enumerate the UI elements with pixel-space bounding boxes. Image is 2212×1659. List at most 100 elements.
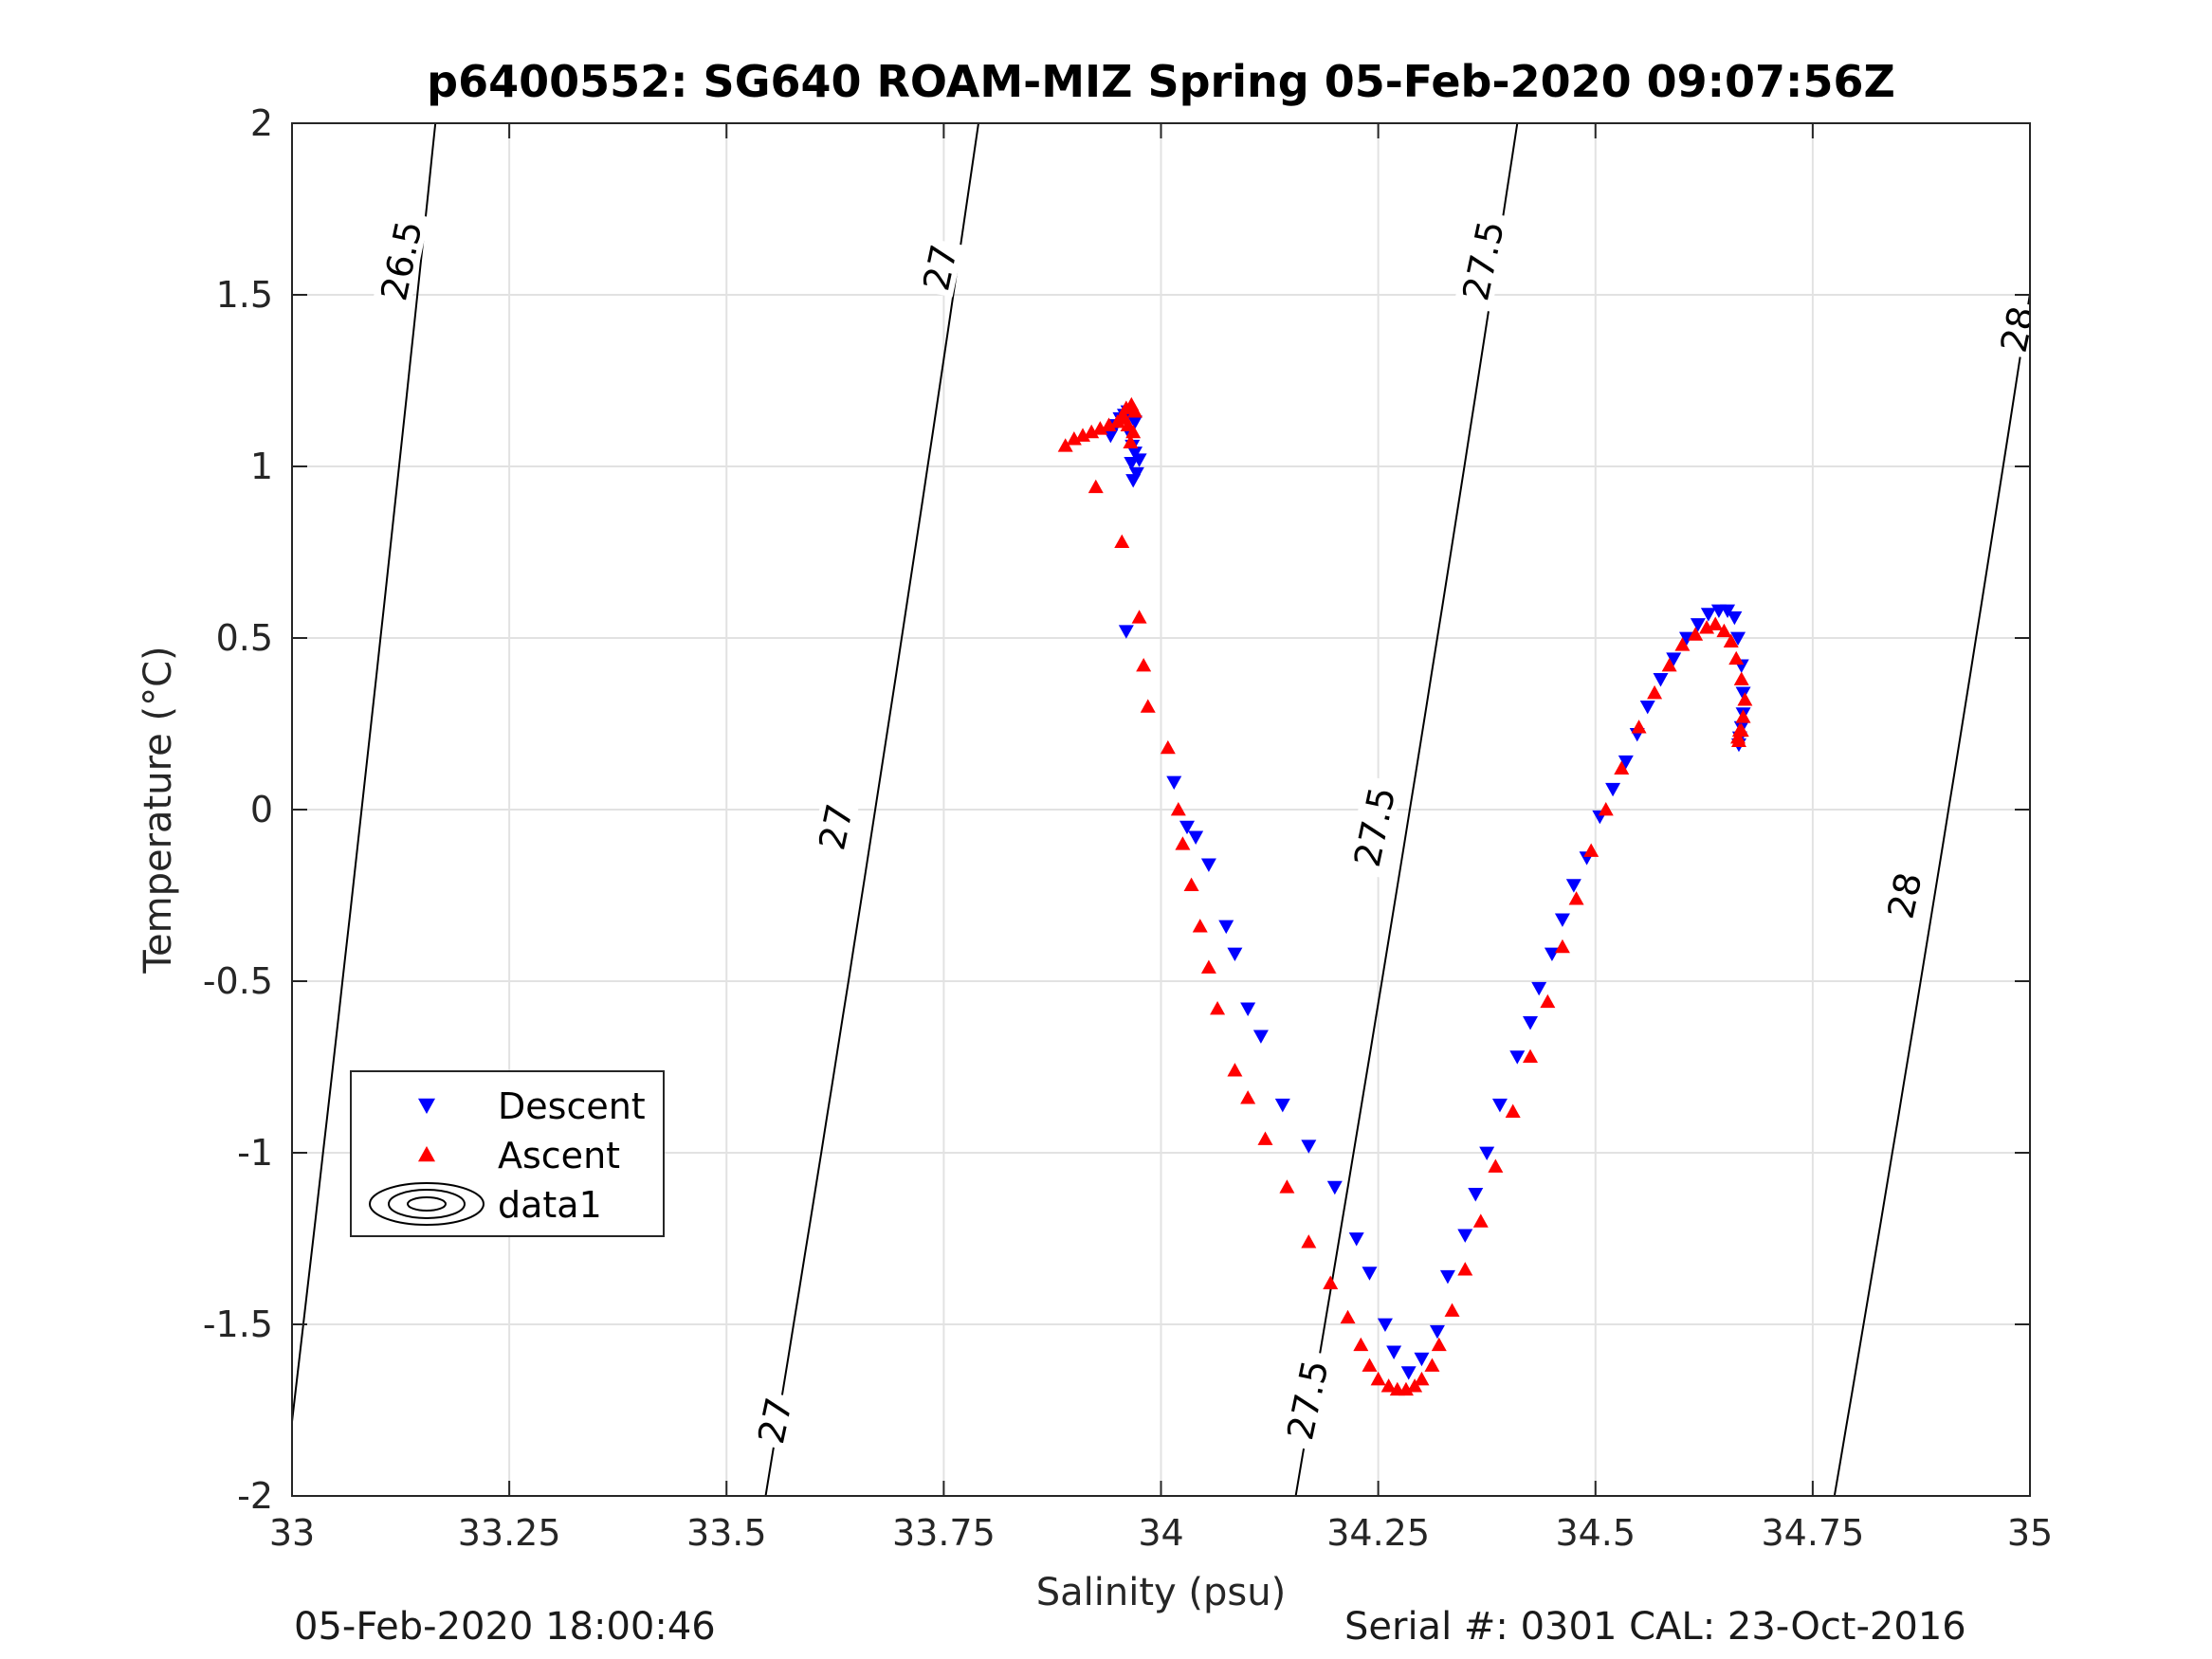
ascent-point bbox=[1084, 424, 1100, 439]
ascent-point bbox=[1175, 836, 1191, 850]
descent-point bbox=[1666, 652, 1682, 666]
descent-point bbox=[1188, 830, 1204, 845]
y-tick-label: 0 bbox=[250, 789, 273, 830]
ascent-point bbox=[1614, 760, 1630, 775]
descent-point bbox=[1491, 1098, 1508, 1113]
ascent-point bbox=[1688, 627, 1704, 641]
descent-point bbox=[1429, 1324, 1445, 1340]
x-tick-label: 35 bbox=[2007, 1512, 2053, 1554]
contour-label: 27 bbox=[915, 241, 965, 294]
ascent-point bbox=[1200, 959, 1216, 974]
y-tick-label: 1 bbox=[250, 446, 273, 487]
ascent-point bbox=[1066, 431, 1082, 446]
descent-point bbox=[1439, 1269, 1455, 1285]
contour-label-group: 28 bbox=[1879, 865, 1930, 926]
ascent-point bbox=[1554, 939, 1570, 954]
ascent-point bbox=[1728, 650, 1745, 665]
ascent-point bbox=[1380, 1378, 1397, 1393]
x-tick-label: 34.75 bbox=[1761, 1512, 1864, 1554]
ascent-point bbox=[1505, 1103, 1521, 1118]
contour-label-gap bbox=[750, 1390, 799, 1450]
x-tick-label: 34 bbox=[1138, 1512, 1183, 1554]
legend: Descent Ascent data1 bbox=[350, 1070, 665, 1237]
ascent-point bbox=[1279, 1179, 1295, 1194]
footer-serial-cal: Serial #: 0301 CAL: 23-Oct-2016 bbox=[1344, 1605, 1966, 1649]
descent-point bbox=[1131, 453, 1147, 467]
ascent-point bbox=[1123, 434, 1139, 449]
ascent-point bbox=[1114, 534, 1130, 549]
ascent-point bbox=[1647, 684, 1663, 700]
legend-data1-contour-icon bbox=[388, 1189, 466, 1219]
descent-point bbox=[1218, 920, 1234, 935]
descent-point bbox=[1720, 604, 1736, 619]
y-tick-label: -1 bbox=[237, 1132, 273, 1174]
y-tick-label: 1.5 bbox=[216, 274, 273, 316]
y-tick-label: 0.5 bbox=[216, 617, 273, 659]
contour-label: 27 bbox=[750, 1394, 800, 1447]
ascent-point bbox=[1131, 610, 1147, 624]
ascent-point bbox=[1140, 699, 1156, 713]
descent-point bbox=[1468, 1188, 1484, 1202]
ascent-point bbox=[1723, 633, 1739, 648]
legend-data1-contour-icon bbox=[407, 1196, 447, 1212]
ascent-point bbox=[1170, 802, 1186, 816]
descent-point bbox=[1400, 1366, 1417, 1380]
ascent-point bbox=[1488, 1158, 1504, 1173]
ascent-point bbox=[1733, 722, 1749, 738]
contour-label-gap bbox=[1879, 865, 1929, 926]
ascent-point bbox=[1088, 479, 1104, 494]
x-tick-label: 33.25 bbox=[458, 1512, 561, 1554]
contour-label-gap bbox=[1278, 1348, 1336, 1451]
descent-point bbox=[1414, 1352, 1430, 1367]
descent-point bbox=[1326, 1180, 1343, 1195]
descent-point bbox=[1200, 858, 1216, 872]
contour-label-group: 27 bbox=[811, 796, 861, 857]
ascent-point bbox=[1431, 1337, 1447, 1352]
legend-label: Descent bbox=[498, 1085, 646, 1127]
ascent-point bbox=[1407, 1378, 1423, 1393]
ascent-point bbox=[1674, 637, 1691, 651]
ascent-point bbox=[1353, 1337, 1369, 1352]
descent-point bbox=[1377, 1318, 1393, 1332]
ascent-point bbox=[1136, 657, 1152, 672]
isopycnal-27.5 bbox=[1294, 123, 1519, 1496]
descent-point bbox=[1227, 947, 1243, 962]
x-axis-label: Salinity (psu) bbox=[1036, 1571, 1286, 1614]
isopycnal-26.5 bbox=[292, 123, 437, 1431]
x-tick-label: 33.5 bbox=[686, 1512, 767, 1554]
ascent-point bbox=[1227, 1063, 1243, 1077]
contour-label-group: 27 bbox=[915, 237, 965, 298]
descent-point bbox=[1128, 466, 1144, 482]
descent-point bbox=[1700, 608, 1716, 622]
ascent-point bbox=[1737, 692, 1753, 706]
ascent-point bbox=[1568, 891, 1584, 905]
ascent-point bbox=[1125, 424, 1142, 439]
ascent-point bbox=[1457, 1262, 1473, 1276]
contour-label-group: 27 bbox=[750, 1390, 800, 1450]
ascent-point bbox=[1583, 843, 1600, 857]
descent-point bbox=[1605, 782, 1621, 797]
contour-label-gap bbox=[372, 209, 430, 312]
ascent-point bbox=[1398, 1381, 1414, 1396]
ascent-point bbox=[1370, 1371, 1386, 1386]
x-tick-label: 34.5 bbox=[1555, 1512, 1636, 1554]
descent-point bbox=[1118, 625, 1134, 639]
descent-point bbox=[1509, 1050, 1526, 1065]
descent-point bbox=[1240, 1002, 1256, 1016]
ascent-point bbox=[1101, 417, 1117, 431]
descent-point bbox=[1274, 1098, 1290, 1113]
ascent-point bbox=[1127, 404, 1143, 418]
ascent-point bbox=[1092, 421, 1108, 435]
legend-label: Ascent bbox=[498, 1135, 620, 1176]
ascent-point bbox=[1240, 1090, 1256, 1104]
isopycnal-27 bbox=[764, 123, 979, 1496]
legend-ascent-marker bbox=[418, 1146, 435, 1162]
descent-point bbox=[1544, 947, 1560, 962]
descent-point bbox=[1523, 1016, 1539, 1030]
ascent-point bbox=[1210, 1000, 1226, 1015]
descent-point bbox=[1166, 775, 1182, 791]
descent-point bbox=[1479, 1146, 1495, 1160]
descent-point bbox=[1690, 618, 1706, 632]
x-tick-label: 34.25 bbox=[1326, 1512, 1430, 1554]
